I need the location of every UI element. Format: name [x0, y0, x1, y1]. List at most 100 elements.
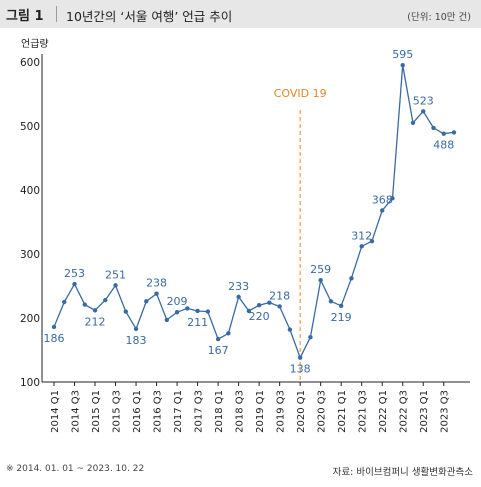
data-point [123, 309, 128, 314]
data-point [410, 120, 416, 126]
x-tick-label: 2016 Q3 [153, 390, 164, 433]
data-point [308, 335, 313, 340]
data-label: 368 [372, 193, 393, 206]
data-label: 251 [105, 268, 126, 281]
data-point [359, 244, 364, 249]
covid-annotation: COVID 19 [274, 87, 327, 382]
x-tick-label: 2023 Q3 [440, 390, 451, 433]
header-divider [56, 6, 57, 22]
data-point [82, 302, 87, 307]
x-tick-label: 2018 Q3 [235, 390, 246, 433]
figure-header: 그림 1 10년간의 ‘서울 여행’ 언급 추이 (단위: 10만 건) [0, 0, 481, 28]
data-point [431, 125, 436, 131]
unit-label: (단위: 10만 건) [407, 12, 471, 23]
data-point [154, 291, 159, 296]
data-point [174, 310, 180, 315]
data-label: 218 [269, 289, 290, 302]
line-chart: 언급량 100 200 300 400 500 600 2014 Q1 2014 Q3 201… [20, 38, 470, 433]
data-label: 259 [310, 263, 331, 276]
y-tick-label: 400 [20, 185, 40, 197]
data-point [421, 109, 426, 114]
x-tick-label: 2014 Q3 [71, 390, 82, 433]
y-tick-label: 300 [20, 249, 40, 261]
data-point [287, 327, 293, 332]
data-point [62, 299, 67, 305]
data-point [277, 304, 282, 309]
x-tick-label: 2020 Q3 [317, 390, 328, 433]
y-tick-label: 200 [20, 313, 40, 325]
data-label: 209 [167, 295, 188, 308]
data-label: 523 [413, 94, 434, 107]
data-label: 211 [187, 316, 208, 329]
data-label: 183 [126, 334, 147, 347]
x-tick-label: 2019 Q3 [276, 390, 287, 433]
series-line [51, 62, 457, 360]
data-label: 238 [146, 277, 167, 290]
data-point [380, 208, 385, 213]
covid-label: COVID 19 [274, 87, 327, 100]
data-point [441, 131, 446, 136]
data-point [72, 281, 77, 287]
y-axis: 100 200 300 400 500 600 [20, 54, 43, 389]
x-tick-label: 2020 Q1 [296, 390, 307, 433]
data-point [144, 299, 149, 304]
data-label: 253 [64, 267, 85, 280]
data-label: 138 [290, 363, 311, 376]
data-label: 488 [433, 139, 454, 152]
data-point [451, 130, 457, 135]
x-tick-label: 2023 Q1 [419, 390, 430, 433]
data-label: 233 [228, 280, 249, 293]
data-point [51, 324, 57, 330]
data-label: 312 [351, 229, 372, 242]
data-point [164, 317, 170, 323]
data-point [185, 306, 190, 311]
data-point [215, 336, 221, 342]
data-point [318, 278, 323, 283]
date-range-note: ※ 2014. 01. 01 ~ 2023. 10. 22 [6, 464, 145, 474]
x-tick-label: 2022 Q3 [399, 390, 410, 433]
figure-title: 10년간의 ‘서울 여행’ 언급 추이 [66, 9, 233, 24]
data-point [390, 196, 395, 201]
x-tick-label: 2018 Q1 [214, 390, 225, 433]
data-point [92, 308, 98, 313]
data-point [256, 303, 262, 308]
data-point [195, 308, 200, 314]
data-label: 595 [392, 48, 413, 61]
data-point [369, 239, 375, 244]
series-path [53, 65, 455, 360]
data-point [205, 309, 211, 314]
y-tick-label: 100 [20, 377, 40, 389]
data-point [113, 283, 118, 288]
y-tick-label: 500 [20, 121, 40, 133]
figure-label: 그림 1 [6, 9, 44, 24]
data-point [400, 62, 405, 68]
data-point [133, 326, 139, 332]
x-tick-label: 2014 Q1 [50, 390, 61, 433]
data-point [328, 299, 334, 304]
data-label: 167 [208, 344, 229, 357]
x-tick-label: 2021 Q3 [358, 390, 369, 433]
y-tick-label: 600 [20, 57, 40, 69]
x-tick-label: 2017 Q3 [194, 390, 205, 433]
data-point [349, 276, 354, 281]
y-axis-label: 언급량 [21, 38, 49, 50]
x-tick-label: 2022 Q1 [378, 390, 389, 433]
data-point [267, 300, 272, 305]
x-tick-label: 2016 Q1 [132, 390, 143, 433]
data-point [236, 294, 241, 300]
x-tick-label: 2015 Q1 [91, 390, 102, 433]
source-note: 자료: 바이브컴퍼니 생활변화관측소 [332, 467, 473, 478]
data-label: 212 [85, 315, 106, 328]
data-point [226, 331, 231, 336]
data-label: 186 [44, 332, 65, 345]
x-tick-label: 2019 Q1 [255, 390, 266, 433]
data-point [338, 303, 344, 309]
data-label: 220 [249, 310, 270, 323]
data-point [103, 297, 108, 303]
data-label: 219 [331, 311, 352, 324]
x-axis: 2014 Q1 2014 Q3 2015 Q1 2015 Q3 2016 Q1 2016 … [42, 381, 470, 433]
data-point [246, 308, 252, 314]
x-tick-label: 2017 Q1 [173, 390, 184, 433]
